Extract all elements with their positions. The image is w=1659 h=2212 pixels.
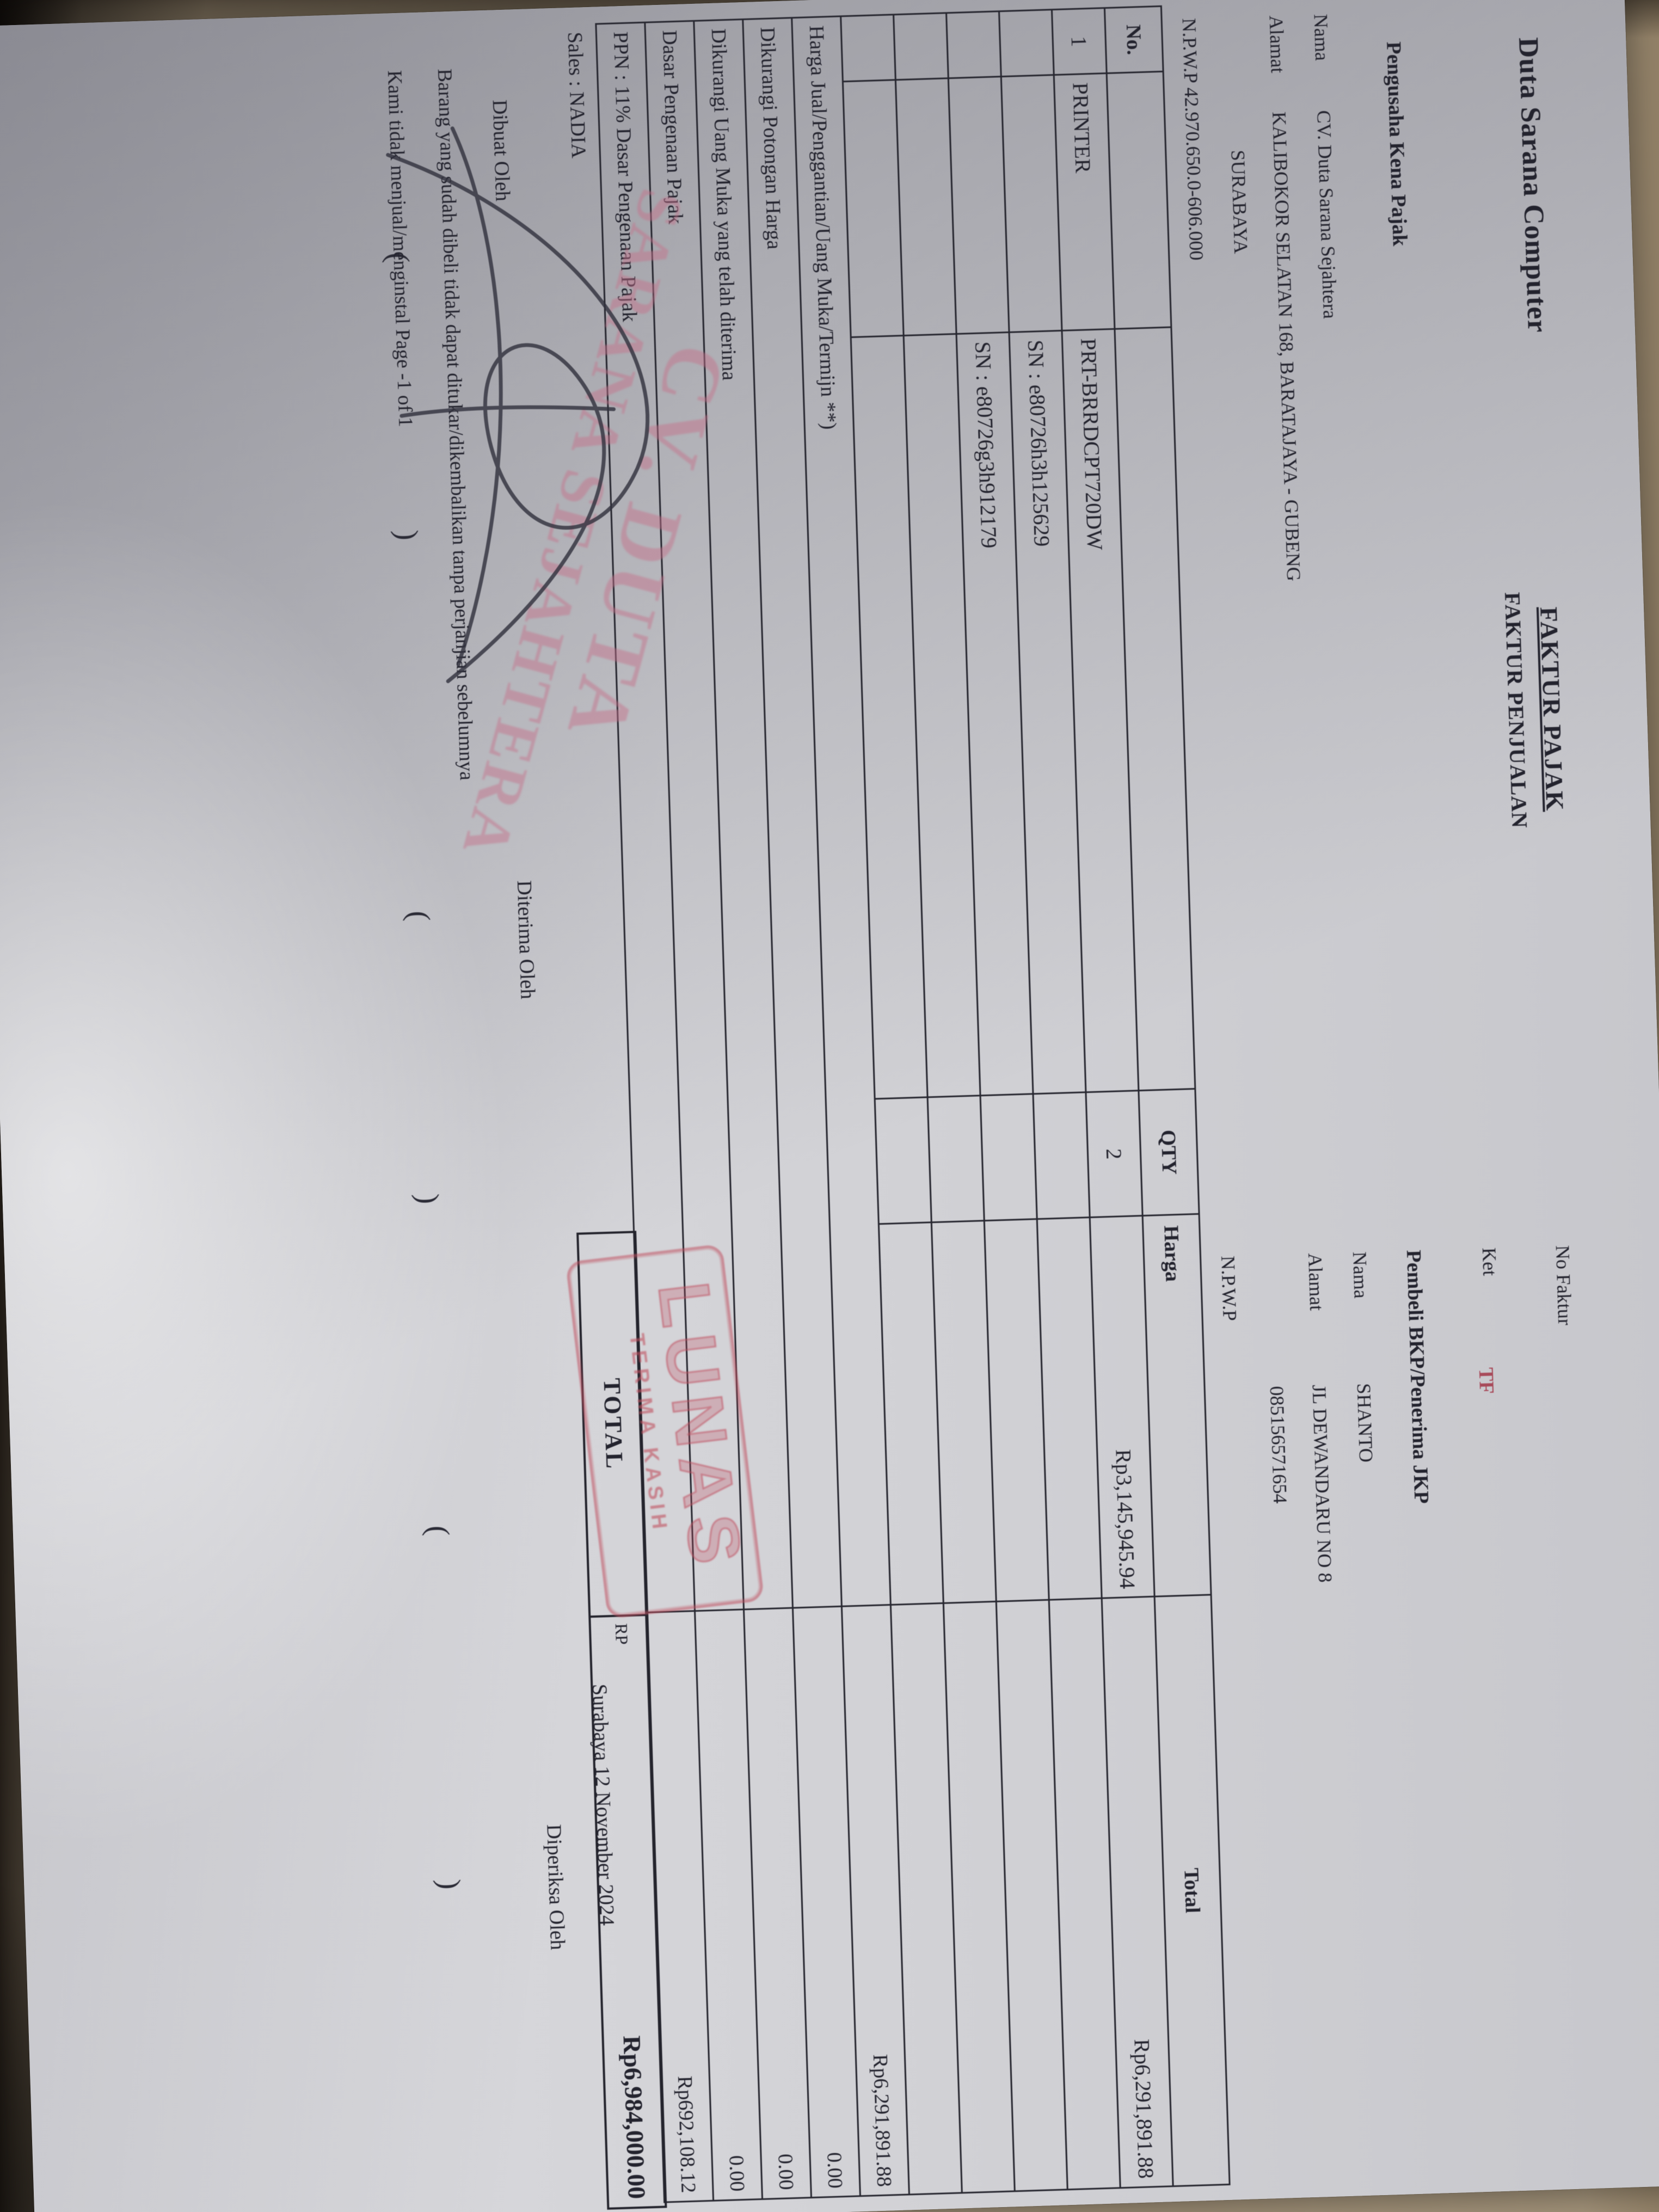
seller-section-title: Pengusaha Kena Pajak <box>1382 41 1411 247</box>
col-header-harga: Harga <box>1142 1214 1212 1597</box>
seller-npwp: N.P.W.P 42.970.650.0-606.000 <box>1178 17 1208 261</box>
item-qty <box>1033 1092 1090 1219</box>
grand-total-value: Rp6,984,000.00 <box>618 2035 651 2199</box>
invoice-subtitle: FAKTUR PENJUALAN <box>1500 592 1532 829</box>
col-header-name <box>1107 71 1171 329</box>
item-name <box>895 78 957 336</box>
signature-paren-close: ) <box>432 1878 466 1890</box>
buyer-nama: SHANTO <box>1353 1382 1378 1463</box>
item-qty <box>875 1097 932 1224</box>
ket-value: TF <box>1474 1367 1498 1394</box>
buyer-npwp-label: N.P.W.P <box>1217 1255 1241 1322</box>
handwritten-signature <box>386 126 650 684</box>
buyer-telepon: 085156571654 <box>1265 1385 1292 1504</box>
checked-by-label: Diperiksa Oleh <box>542 1823 569 1951</box>
buyer-alamat: JL DEWANDARU NO 8 <box>1308 1384 1336 1583</box>
signature-paren-close: ) <box>410 1193 445 1205</box>
buyer-section-title: Pembeli BKP/Penerima JKP <box>1402 1249 1433 1504</box>
seller-nama-label: Nama <box>1310 14 1334 62</box>
company-name: Duta Sarana Computer <box>1512 36 1553 334</box>
item-name: PRINTER <box>1054 73 1115 331</box>
seller-nama: CV. Duta Sarana Sejahtera <box>1312 109 1342 319</box>
invoice-title-block: FAKTUR PAJAK FAKTUR PENJUALAN <box>1497 513 1572 906</box>
item-name <box>843 79 904 337</box>
no-faktur-label: No Faktur <box>1551 1245 1576 1326</box>
ket-label: Ket <box>1478 1247 1501 1276</box>
item-no <box>893 13 949 80</box>
item-no <box>946 11 1001 78</box>
signature-paren-open: ( <box>421 1525 456 1537</box>
item-name <box>1001 75 1062 333</box>
item-no <box>999 9 1054 77</box>
seller-kota: SURABAYA <box>1227 149 1252 254</box>
seller-alamat: KALIBOKOR SELATAN 168, BARATAJAYA - GUBE… <box>1268 111 1305 582</box>
currency-label: RP <box>611 1623 632 1645</box>
item-qty <box>927 1095 985 1222</box>
item-qty <box>980 1093 1037 1221</box>
buyer-alamat-label: Alamat <box>1304 1252 1328 1311</box>
item-no: 1 <box>1052 8 1107 75</box>
seller-alamat-label: Alamat <box>1265 15 1289 73</box>
col-header-no: No. <box>1104 6 1164 73</box>
item-qty: 2 <box>1085 1090 1143 1218</box>
item-name <box>948 76 1010 334</box>
invoice-title: FAKTUR PAJAK <box>1534 606 1569 812</box>
signature-paren-open: ( <box>402 910 436 922</box>
item-no <box>840 14 896 82</box>
buyer-nama-label: Nama <box>1348 1251 1372 1299</box>
col-header-qty: QTY <box>1138 1089 1200 1216</box>
